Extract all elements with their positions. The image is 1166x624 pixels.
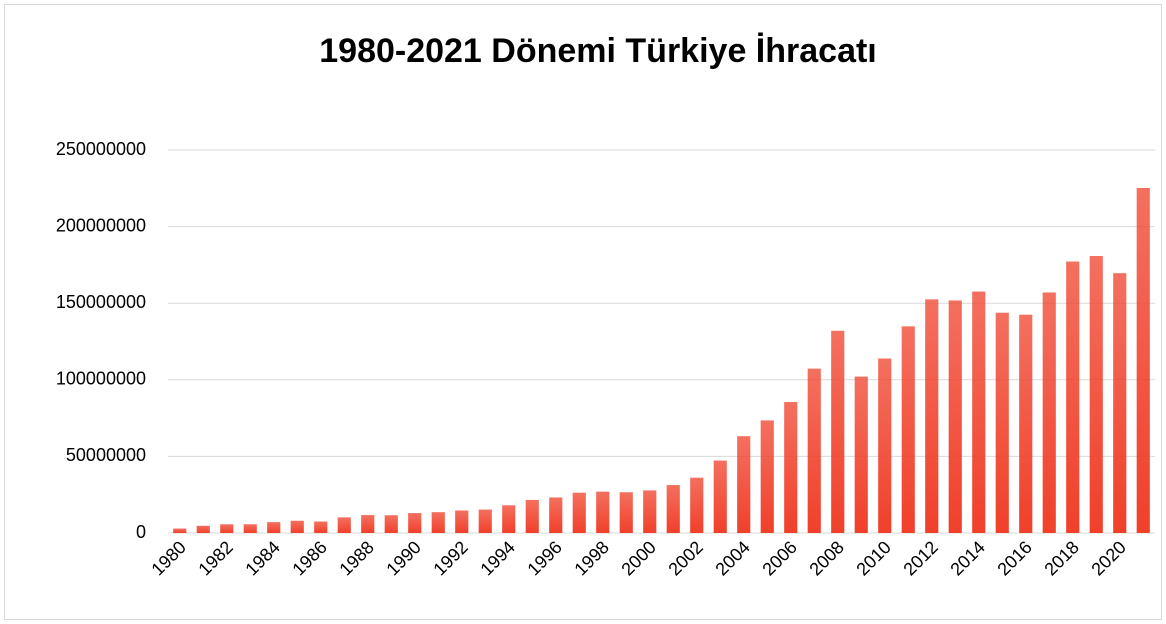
bar (220, 524, 234, 533)
bar (666, 485, 680, 533)
bar (572, 492, 586, 533)
bar (314, 521, 328, 533)
y-tick-label: 200000000 (56, 215, 146, 235)
bar (337, 517, 351, 533)
bar (502, 505, 516, 533)
bar (1042, 292, 1056, 533)
bar (643, 490, 657, 533)
bar (1089, 256, 1103, 533)
bar (384, 515, 398, 533)
bar (243, 524, 257, 533)
bar (760, 420, 774, 533)
y-tick-label: 100000000 (56, 369, 146, 389)
bar (1066, 261, 1080, 533)
bar (478, 509, 492, 533)
bar (901, 326, 915, 533)
y-tick-label: 50000000 (66, 445, 146, 465)
bar (596, 491, 610, 533)
bar (290, 520, 304, 533)
bar (455, 510, 469, 533)
bar (1136, 187, 1150, 534)
y-tick-label: 0 (136, 522, 146, 542)
y-tick-label: 150000000 (56, 292, 146, 312)
bar (995, 312, 1009, 533)
bar (713, 460, 727, 533)
bar (173, 528, 187, 533)
bar (619, 492, 633, 533)
bar (807, 368, 821, 533)
bar (948, 300, 962, 533)
chart-title: 1980-2021 Dönemi Türkiye İhracatı (319, 32, 877, 70)
bar (361, 515, 375, 533)
y-tick-label: 250000000 (56, 139, 146, 159)
bar (431, 512, 445, 533)
bar (878, 358, 892, 533)
bar (1019, 314, 1033, 533)
bar (972, 291, 986, 533)
bar (854, 376, 868, 533)
bar (737, 436, 751, 533)
bar (549, 497, 563, 533)
bar (196, 525, 210, 533)
bar (690, 477, 704, 533)
bar (925, 299, 939, 533)
bar (525, 499, 539, 533)
bar (831, 330, 845, 533)
bar (267, 522, 281, 533)
bar (408, 513, 422, 533)
bar (784, 402, 798, 533)
bar (1113, 273, 1127, 533)
